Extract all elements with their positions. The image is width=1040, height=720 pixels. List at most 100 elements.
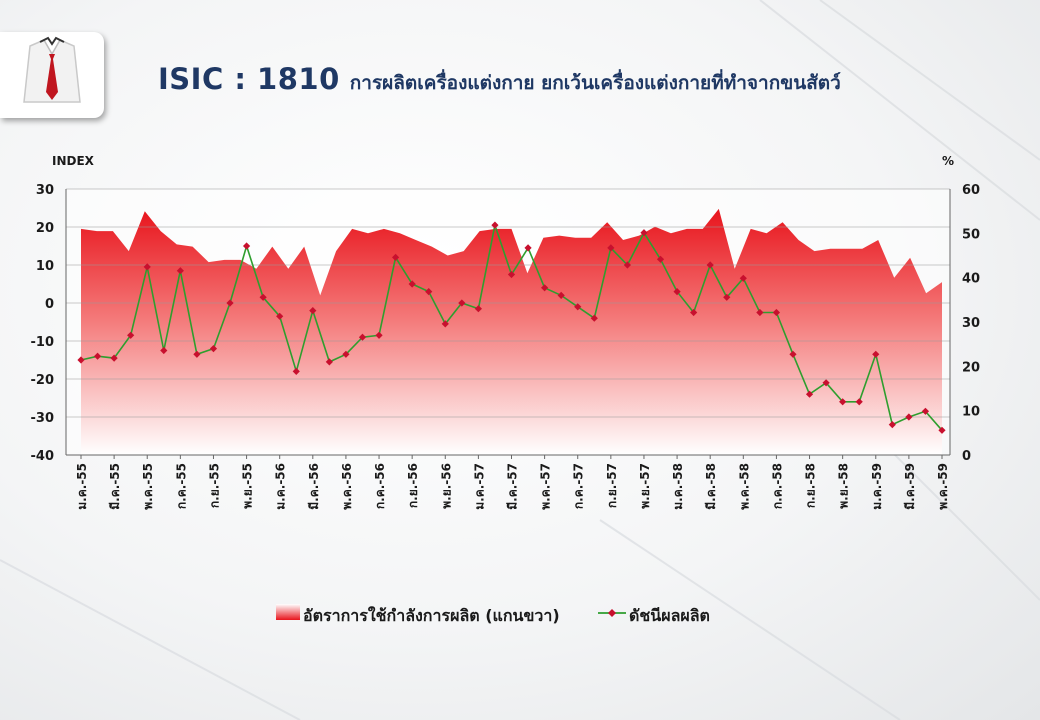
right-tick-label: 40 <box>962 272 980 287</box>
x-tick-label: ม.ค.-58 <box>671 463 685 510</box>
data-point-marker <box>375 331 383 339</box>
left-tick-label: -10 <box>31 335 55 350</box>
x-tick-label: พ.ค.-56 <box>340 463 354 510</box>
left-tick-label: -20 <box>31 373 55 388</box>
data-point-marker <box>93 352 102 360</box>
data-point-marker <box>706 261 714 269</box>
left-tick-label: 10 <box>36 259 54 274</box>
x-tick-label: พ.ค.-57 <box>539 463 553 510</box>
data-point-marker <box>408 280 416 288</box>
data-point-marker <box>358 333 367 341</box>
x-tick-label: พ.ย.-56 <box>439 463 453 509</box>
right-tick-label: 50 <box>962 227 980 242</box>
data-point-marker <box>872 350 880 358</box>
left-tick-label: 0 <box>45 297 54 312</box>
x-tick-label: ก.ย.-58 <box>804 463 818 508</box>
x-tick-label: พ.ย.-58 <box>837 463 851 509</box>
data-point-marker <box>723 293 731 301</box>
x-tick-label: ม.ค.-55 <box>75 463 89 510</box>
data-point-marker <box>938 426 946 434</box>
x-tick-label: มี.ค.-59 <box>903 463 917 510</box>
data-point-marker <box>822 379 830 387</box>
legend-area-swatch <box>276 604 300 620</box>
data-point-marker <box>491 221 499 229</box>
data-point-marker <box>524 244 532 252</box>
data-point-marker <box>507 270 516 279</box>
data-point-marker <box>276 312 284 320</box>
x-tick-label: พ.ย.-55 <box>241 463 255 509</box>
x-tick-label: ก.ย.-56 <box>406 463 420 508</box>
data-point-marker <box>772 308 781 317</box>
data-point-marker <box>623 261 632 269</box>
title-description: การผลิตเครื่องแต่งกาย ยกเว้นเครื่องแต่งก… <box>349 72 841 94</box>
data-point-marker <box>292 367 300 375</box>
data-point-marker <box>690 308 698 317</box>
data-point-marker <box>839 398 847 406</box>
data-point-marker <box>391 253 400 261</box>
left-tick-label: -40 <box>31 449 55 464</box>
data-point-marker <box>656 255 665 263</box>
data-point-marker <box>805 390 814 398</box>
x-tick-label: ก.ค.-58 <box>770 463 784 509</box>
data-point-marker <box>160 346 168 355</box>
shirt-tie-icon <box>23 36 81 103</box>
x-tick-label: มี.ค.-57 <box>506 463 520 510</box>
capacity-utilization-area <box>81 208 942 455</box>
data-point-marker <box>789 350 797 358</box>
data-point-marker <box>673 288 681 296</box>
data-point-marker <box>209 345 218 353</box>
data-point-marker <box>574 303 582 311</box>
data-point-marker <box>342 350 350 358</box>
data-point-marker <box>325 358 333 366</box>
right-tick-label: 10 <box>962 405 980 420</box>
data-point-marker <box>541 284 549 292</box>
data-point-marker <box>242 242 251 250</box>
data-point-marker <box>590 314 598 322</box>
logo-card <box>0 32 104 118</box>
data-point-marker <box>259 293 267 301</box>
data-point-marker <box>425 288 433 296</box>
left-axis-title: INDEX <box>52 154 95 168</box>
data-point-marker <box>458 299 466 307</box>
data-point-marker <box>607 244 615 252</box>
right-tick-label: 0 <box>962 449 971 464</box>
x-tick-label: มี.ค.-55 <box>108 463 122 510</box>
x-tick-label: ม.ค.-59 <box>870 463 884 510</box>
page-title: ISIC : 1810 การผลิตเครื่องแต่งกาย ยกเว้นเ… <box>158 62 841 102</box>
data-point-marker <box>110 354 118 362</box>
data-point-marker <box>127 331 135 339</box>
right-tick-label: 60 <box>962 183 980 198</box>
data-point-marker <box>309 307 317 315</box>
x-tick-label: ก.ย.-57 <box>605 463 619 508</box>
x-tick-label: ม.ค.-57 <box>472 463 486 510</box>
legend-label-index: ดัชนีผลผลิต <box>629 606 710 625</box>
left-tick-label: 30 <box>36 183 54 198</box>
legend-marker-swatch <box>608 609 616 617</box>
data-point-marker <box>226 299 234 307</box>
data-point-marker <box>756 308 764 317</box>
x-tick-label: พ.ค.-59 <box>936 463 950 510</box>
data-point-marker <box>888 421 896 429</box>
data-point-marker <box>176 267 184 275</box>
x-tick-label: พ.ค.-58 <box>737 463 751 510</box>
data-point-marker <box>921 407 930 415</box>
x-tick-label: มี.ค.-58 <box>704 463 718 510</box>
legend-label-capacity: อัตราการใช้กำลังการผลิต (แกนขวา) <box>303 606 560 625</box>
x-tick-label: ก.ค.-57 <box>572 463 586 509</box>
data-point-marker <box>905 413 913 421</box>
data-point-marker <box>855 398 863 406</box>
data-point-marker <box>441 320 449 328</box>
left-tick-label: -30 <box>31 411 55 426</box>
x-tick-label: ม.ค.-56 <box>274 463 288 510</box>
x-tick-label: ก.ค.-56 <box>373 463 387 509</box>
x-tick-label: พ.ย.-57 <box>638 463 652 509</box>
data-point-marker <box>557 291 565 299</box>
data-point-marker <box>739 274 747 282</box>
x-tick-label: ก.ย.-55 <box>207 463 221 508</box>
data-point-marker <box>640 229 648 237</box>
data-point-marker <box>474 305 482 313</box>
right-tick-label: 30 <box>962 316 980 331</box>
left-tick-label: 20 <box>36 221 54 236</box>
data-point-marker <box>193 350 201 358</box>
